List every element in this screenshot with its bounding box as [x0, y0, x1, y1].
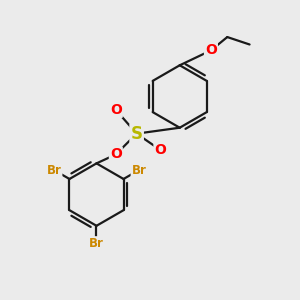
Text: O: O — [110, 148, 122, 161]
Text: Br: Br — [131, 164, 146, 177]
Text: Br: Br — [46, 164, 62, 177]
Text: Br: Br — [89, 237, 104, 250]
Text: O: O — [110, 103, 122, 117]
Text: O: O — [154, 143, 166, 157]
Text: S: S — [130, 125, 142, 143]
Text: O: O — [205, 44, 217, 57]
